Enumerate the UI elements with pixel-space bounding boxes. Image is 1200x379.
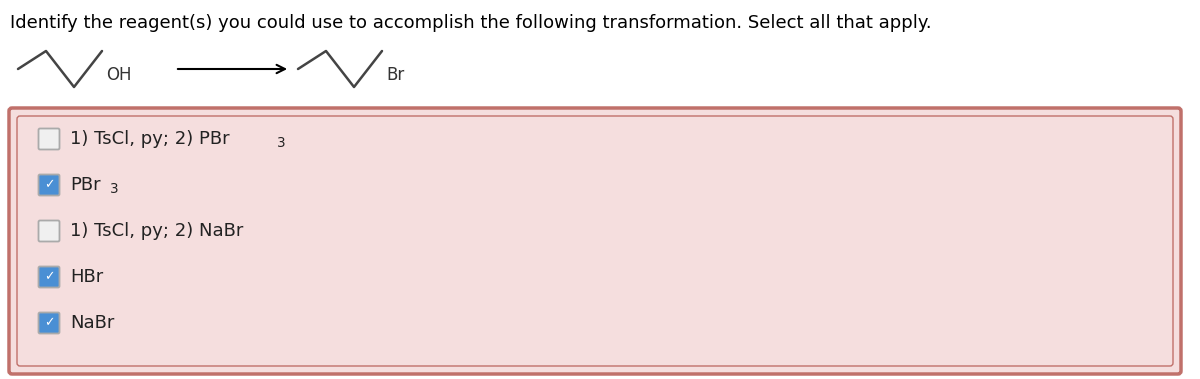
Text: ✓: ✓ bbox=[43, 271, 54, 283]
Text: NaBr: NaBr bbox=[70, 314, 114, 332]
Text: ✓: ✓ bbox=[43, 316, 54, 329]
Text: 1) TsCl, py; 2) PBr: 1) TsCl, py; 2) PBr bbox=[70, 130, 229, 148]
Text: OH: OH bbox=[106, 66, 132, 84]
FancyBboxPatch shape bbox=[38, 221, 60, 241]
Text: 3: 3 bbox=[109, 182, 119, 196]
Text: 1) TsCl, py; 2) NaBr: 1) TsCl, py; 2) NaBr bbox=[70, 222, 244, 240]
FancyBboxPatch shape bbox=[38, 266, 60, 288]
Text: HBr: HBr bbox=[70, 268, 103, 286]
FancyBboxPatch shape bbox=[38, 313, 60, 334]
FancyBboxPatch shape bbox=[38, 174, 60, 196]
Text: PBr: PBr bbox=[70, 176, 101, 194]
Text: ✓: ✓ bbox=[43, 179, 54, 191]
FancyBboxPatch shape bbox=[10, 108, 1181, 374]
Text: 3: 3 bbox=[277, 136, 286, 150]
Text: Identify the reagent(s) you could use to accomplish the following transformation: Identify the reagent(s) you could use to… bbox=[10, 14, 931, 32]
Text: Br: Br bbox=[386, 66, 404, 84]
FancyBboxPatch shape bbox=[38, 128, 60, 149]
